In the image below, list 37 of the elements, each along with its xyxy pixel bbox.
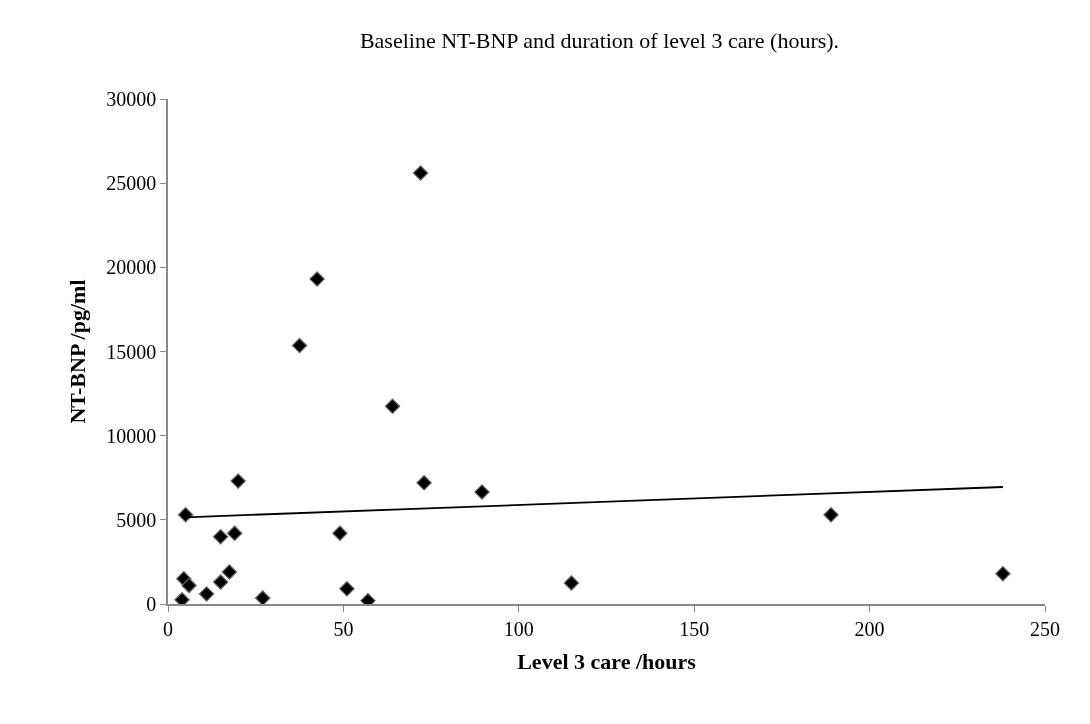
- x-tick-label: 0: [163, 617, 173, 640]
- point: [995, 565, 1011, 582]
- x-tick-label: 200: [854, 617, 885, 640]
- chart-title: Baseline NT-BNP and duration of level 3 care (hours).: [359, 27, 840, 53]
- point: [254, 590, 271, 604]
- point: [474, 484, 490, 500]
- y-tick-label: 20000: [106, 256, 157, 279]
- point: [823, 507, 839, 523]
- point: [332, 525, 348, 542]
- y-tick-label: 25000: [106, 172, 157, 195]
- point: [291, 337, 308, 354]
- x-tick-label: 150: [679, 617, 710, 640]
- point: [181, 577, 197, 594]
- point: [212, 528, 229, 545]
- y-tick-label: 15000: [106, 340, 157, 363]
- point: [174, 592, 190, 604]
- point: [309, 271, 325, 287]
- y-tick-label: 10000: [106, 424, 157, 447]
- y-tick-label: 30000: [106, 88, 157, 110]
- y-tick-label: 0: [146, 593, 157, 615]
- y-tick-label: 5000: [116, 508, 157, 531]
- point: [384, 398, 401, 414]
- point: [177, 507, 194, 523]
- point: [212, 574, 229, 590]
- x-tick-label: 50: [333, 617, 354, 640]
- point: [563, 575, 580, 591]
- y-axis-title: NT-BNP /pg/ml: [64, 279, 90, 424]
- point: [226, 525, 243, 542]
- x-tick-label: 250: [1030, 617, 1060, 640]
- point: [412, 165, 429, 181]
- point: [416, 475, 432, 491]
- point: [221, 564, 238, 580]
- point: [198, 586, 215, 602]
- x-tick-label: 100: [503, 617, 534, 640]
- x-axis-title: Level 3 care /hours: [517, 649, 697, 675]
- point: [230, 473, 246, 489]
- point: [339, 581, 355, 597]
